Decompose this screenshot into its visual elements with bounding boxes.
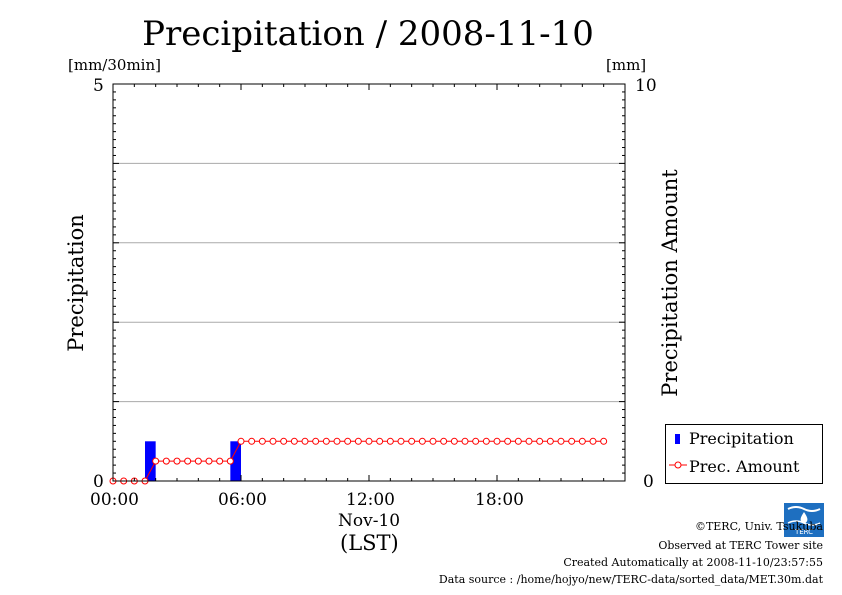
prec-amount-point bbox=[280, 437, 288, 445]
prec-amount-point bbox=[173, 457, 181, 465]
right-tick-min: 0 bbox=[643, 472, 654, 492]
prec-amount-point bbox=[578, 437, 586, 445]
prec-amount-point bbox=[301, 437, 309, 445]
left-tick-max: 5 bbox=[93, 76, 104, 96]
prec-amount-point bbox=[450, 437, 458, 445]
right-unit-label: [mm] bbox=[606, 56, 647, 74]
prec-amount-point bbox=[568, 437, 576, 445]
prec-amount-point bbox=[226, 457, 234, 465]
prec-amount-point bbox=[365, 437, 373, 445]
prec-amount-point bbox=[216, 457, 224, 465]
legend-line-swatch bbox=[669, 461, 687, 469]
left-tick-min: 0 bbox=[93, 472, 104, 492]
prec-amount-point bbox=[461, 437, 469, 445]
x-tick-label: 00:00 bbox=[90, 490, 139, 510]
x-date-label: Nov-10 bbox=[338, 511, 401, 531]
right-tick-max: 10 bbox=[635, 76, 657, 96]
observed-text: Observed at TERC Tower site bbox=[658, 539, 823, 552]
prec-amount-point bbox=[322, 437, 330, 445]
prec-amount-point bbox=[504, 437, 512, 445]
y-axis-label-left: Precipitation bbox=[64, 214, 88, 352]
grid-lines bbox=[113, 162, 625, 403]
prec-amount-point bbox=[184, 457, 192, 465]
prec-amount-point bbox=[162, 457, 170, 465]
chart-title: Precipitation / 2008-11-10 bbox=[142, 14, 594, 54]
prec-amount-point bbox=[354, 437, 362, 445]
prec-amount-point bbox=[536, 437, 544, 445]
prec-amount-point bbox=[482, 437, 490, 445]
prec-amount-point bbox=[546, 437, 554, 445]
prec-amount-point bbox=[344, 437, 352, 445]
prec-amount-point bbox=[333, 437, 341, 445]
legend-bar-swatch bbox=[675, 434, 680, 444]
prec-amount-line bbox=[109, 437, 608, 485]
copyright-text: ©TERC, Univ. Tsukuba bbox=[694, 520, 823, 533]
prec-amount-point bbox=[258, 437, 266, 445]
prec-amount-point bbox=[237, 437, 245, 445]
prec-amount-point bbox=[205, 457, 213, 465]
prec-amount-point bbox=[472, 437, 480, 445]
x-tick-label: 18:00 bbox=[475, 490, 524, 510]
prec-amount-point bbox=[493, 437, 501, 445]
terc-logo: TERC bbox=[784, 503, 824, 537]
prec-amount-point bbox=[514, 437, 522, 445]
x-tick-label: 06:00 bbox=[218, 490, 267, 510]
prec-amount-point bbox=[290, 437, 298, 445]
data-source-text: Data source : /home/hojyo/new/TERC-data/… bbox=[438, 573, 823, 586]
left-unit-label: [mm/30min] bbox=[68, 56, 161, 74]
x-axis-label: (LST) bbox=[340, 531, 399, 555]
prec-amount-point bbox=[408, 437, 416, 445]
legend-label-precipitation: Precipitation bbox=[689, 429, 794, 448]
prec-amount-point bbox=[440, 437, 448, 445]
precipitation-bar bbox=[145, 441, 156, 481]
precipitation-bars bbox=[145, 441, 241, 481]
prec-amount-point bbox=[248, 437, 256, 445]
logo-text: TERC bbox=[794, 528, 813, 536]
prec-amount-point bbox=[600, 437, 608, 445]
created-text: Created Automatically at 2008-11-10/23:5… bbox=[563, 556, 823, 569]
prec-amount-point bbox=[418, 437, 426, 445]
legend: Precipitation Prec. Amount bbox=[665, 424, 823, 484]
prec-amount-point bbox=[312, 437, 320, 445]
legend-label-prec-amount: Prec. Amount bbox=[689, 457, 800, 476]
prec-amount-point bbox=[429, 437, 437, 445]
axis-ticks bbox=[112, 83, 626, 482]
prec-amount-point bbox=[269, 437, 277, 445]
prec-amount-point bbox=[386, 437, 394, 445]
prec-amount-point bbox=[557, 437, 565, 445]
prec-amount-point bbox=[589, 437, 597, 445]
precipitation-bar bbox=[230, 441, 241, 481]
prec-amount-point bbox=[376, 437, 384, 445]
prec-amount-point bbox=[152, 457, 160, 465]
prec-amount-point bbox=[397, 437, 405, 445]
y-axis-label-right: Precipitation Amount bbox=[658, 169, 682, 397]
prec-amount-point bbox=[194, 457, 202, 465]
prec-amount-point bbox=[525, 437, 533, 445]
plot-frame bbox=[112, 83, 626, 482]
x-tick-label: 12:00 bbox=[346, 490, 395, 510]
